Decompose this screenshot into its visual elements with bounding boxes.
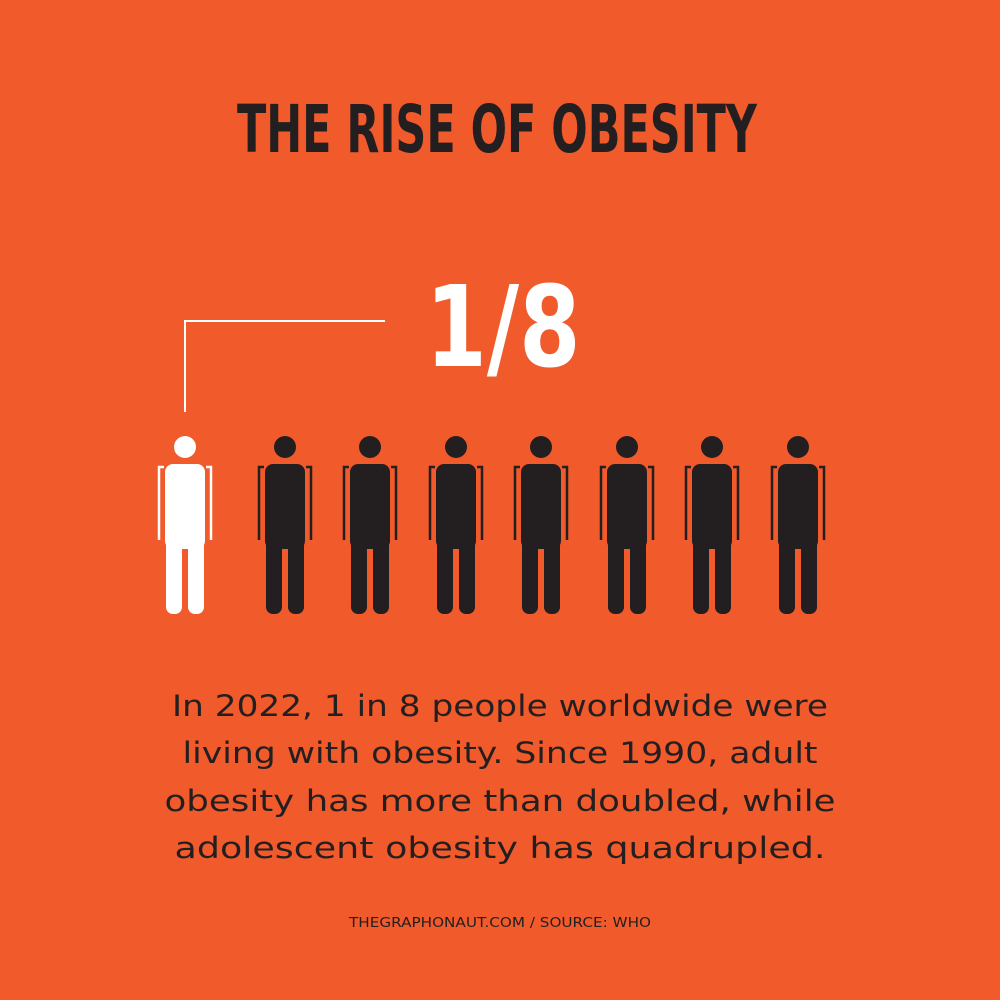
body-line: In 2022, 1 in 8 people worldwide were [172, 689, 828, 723]
person [342, 434, 398, 616]
body-line: living with obesity. Since 1990, adult [183, 736, 818, 770]
person [599, 434, 655, 616]
title: THE RISE OF OBESITY [237, 91, 758, 168]
body-line: obesity has more than doubled, while [165, 784, 836, 818]
person-highlight [157, 434, 213, 616]
body-line: adolescent obesity has quadrupled. [175, 831, 826, 865]
person [684, 434, 740, 616]
stat-figure: 1/8 [426, 263, 581, 393]
pictogram [157, 434, 826, 616]
person [257, 434, 313, 616]
connector [184, 320, 385, 412]
person [428, 434, 484, 616]
person [770, 434, 826, 616]
person [513, 434, 569, 616]
footer: THEGRAPHONAUT.COM / SOURCE: WHO [348, 916, 651, 931]
